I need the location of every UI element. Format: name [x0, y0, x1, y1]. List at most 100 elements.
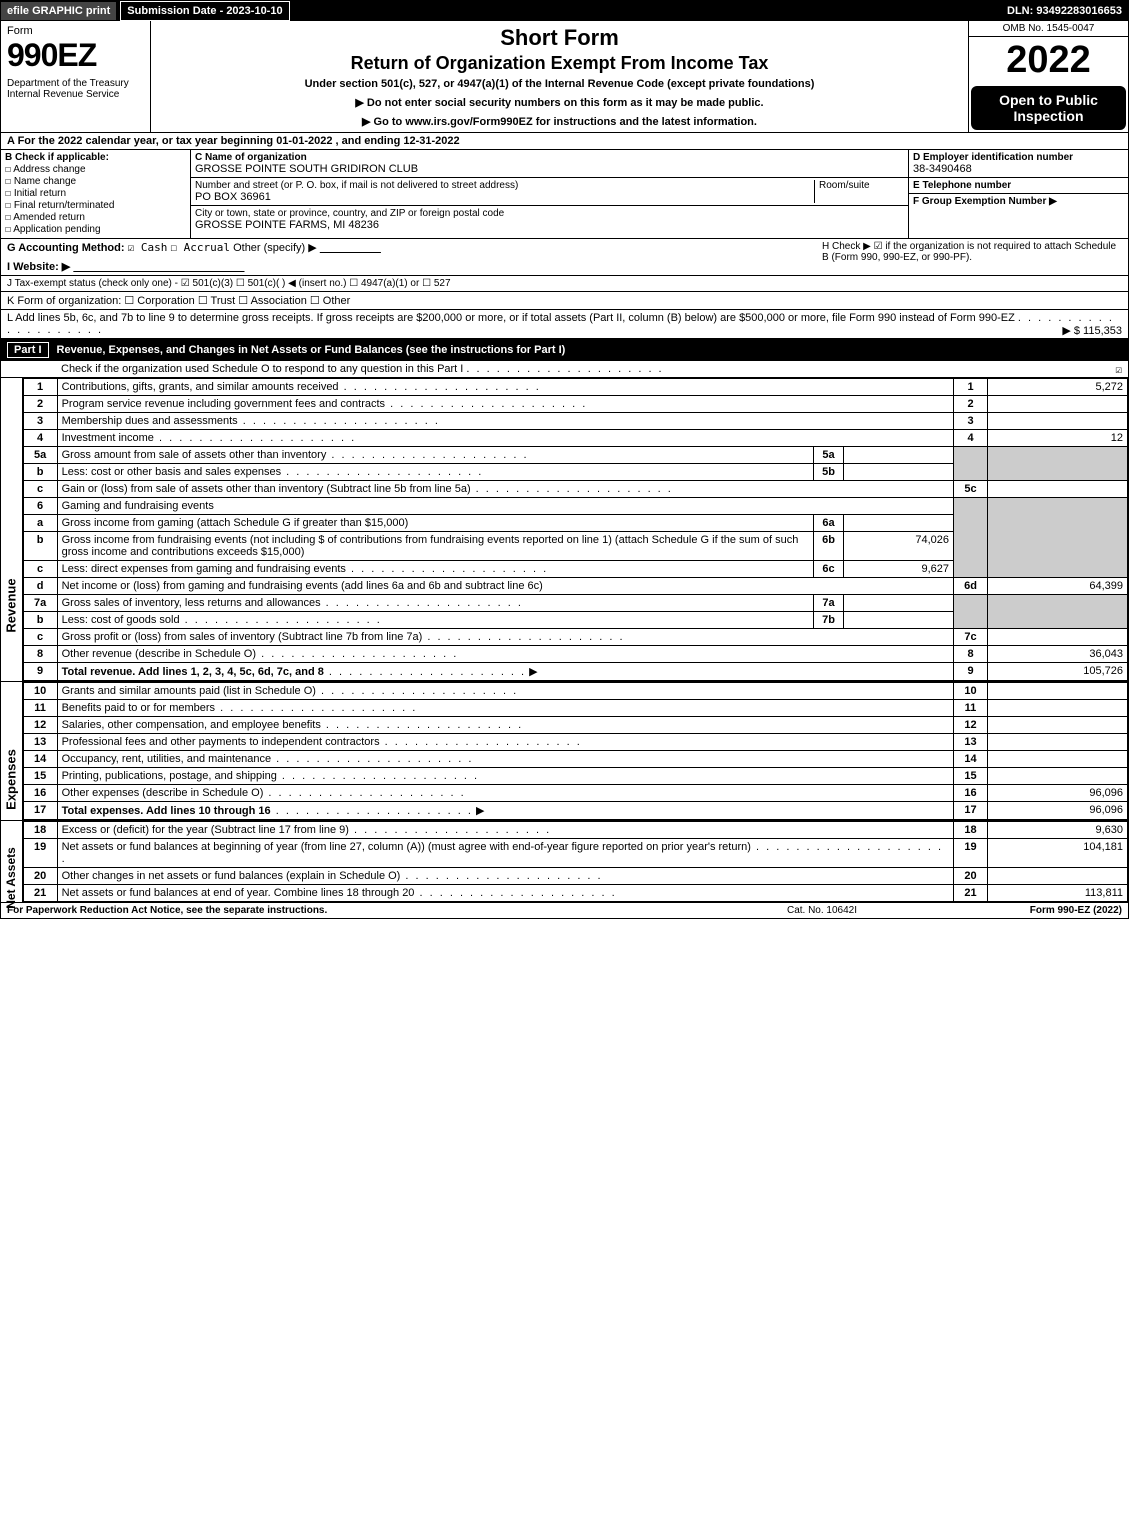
- page-footer: For Paperwork Reduction Act Notice, see …: [1, 902, 1128, 918]
- group-exemption-block: F Group Exemption Number ▶: [909, 194, 1128, 209]
- inner-amt: [844, 464, 954, 481]
- part-1-sub-check[interactable]: ☑: [1115, 363, 1122, 376]
- line-15: 15Printing, publications, postage, and s…: [23, 768, 1127, 785]
- expenses-label: Expenses: [4, 749, 19, 810]
- revenue-table: 1Contributions, gifts, grants, and simil…: [23, 378, 1128, 681]
- inner-box: 6a: [814, 515, 844, 532]
- line-desc: Professional fees and other payments to …: [62, 736, 380, 748]
- row-l: L Add lines 5b, 6c, and 7b to line 9 to …: [1, 310, 1128, 339]
- line-amt: [988, 868, 1128, 885]
- efile-label[interactable]: efile GRAPHIC print: [1, 2, 116, 20]
- row-i-website: I Website: ▶: [7, 261, 70, 273]
- line-box: 15: [954, 768, 988, 785]
- inner-amt: [844, 447, 954, 464]
- line-amt: 96,096: [988, 785, 1128, 802]
- street-block: Number and street (or P. O. box, if mail…: [191, 178, 908, 206]
- submission-date: Submission Date - 2023-10-10: [120, 1, 289, 21]
- line-desc: Net income or (loss) from gaming and fun…: [62, 580, 543, 592]
- line-box: 8: [954, 646, 988, 663]
- ein-value: 38-3490468: [913, 163, 1124, 175]
- line-desc: Less: cost of goods sold: [62, 614, 180, 626]
- netassets-table: 18 Excess or (deficit) for the year (Subt…: [23, 821, 1128, 902]
- open-public-badge: Open to Public Inspection: [971, 86, 1126, 130]
- dept-label: Department of the Treasury Internal Reve…: [7, 78, 144, 100]
- line-5c: cGain or (loss) from sale of assets othe…: [23, 481, 1127, 498]
- line-17: 17Total expenses. Add lines 10 through 1…: [23, 802, 1127, 820]
- tax-year: 2022: [969, 37, 1128, 84]
- chk-amended-return[interactable]: ☐ Amended return: [5, 212, 186, 223]
- chk-label: Name change: [14, 176, 76, 187]
- form-word: Form: [7, 25, 144, 37]
- chk-label: Initial return: [14, 188, 66, 199]
- chk-application-pending[interactable]: ☐ Application pending: [5, 224, 186, 235]
- line-20: 20Other changes in net assets or fund ba…: [23, 868, 1127, 885]
- chk-address-change[interactable]: ☐ Address change: [5, 164, 186, 175]
- line-box: 3: [954, 413, 988, 430]
- chk-cash[interactable]: ☑ Cash: [128, 241, 168, 254]
- instr-2: ▶ Go to www.irs.gov/Form990EZ for instru…: [155, 115, 964, 128]
- ein-block: D Employer identification number 38-3490…: [909, 150, 1128, 178]
- inner-amt: [844, 595, 954, 612]
- topbar-spacer: [290, 8, 1001, 14]
- line-11: 11Benefits paid to or for members11: [23, 700, 1127, 717]
- chk-label: Final return/terminated: [14, 200, 115, 211]
- line-amt: [988, 734, 1128, 751]
- line-box: 16: [954, 785, 988, 802]
- line-amt: 12: [988, 430, 1128, 447]
- line-4: 4Investment income412: [23, 430, 1127, 447]
- phone-label: E Telephone number: [913, 180, 1124, 191]
- line-box: 20: [954, 868, 988, 885]
- line-amt: [988, 683, 1128, 700]
- instr-1: ▶ Do not enter social security numbers o…: [155, 96, 964, 109]
- line-desc: Net assets or fund balances at end of ye…: [62, 887, 415, 899]
- instr-2-text[interactable]: ▶ Go to www.irs.gov/Form990EZ for instru…: [362, 116, 757, 128]
- line-box: 13: [954, 734, 988, 751]
- line-desc: Excess or (deficit) for the year (Subtra…: [62, 824, 349, 836]
- line-amt: [988, 768, 1128, 785]
- footer-form-ref: Form 990-EZ (2022): [922, 905, 1122, 916]
- footer-left: For Paperwork Reduction Act Notice, see …: [7, 905, 722, 916]
- chk-name-change[interactable]: ☐ Name change: [5, 176, 186, 187]
- acct-other[interactable]: Other (specify) ▶: [233, 242, 317, 254]
- inner-box: 6c: [814, 561, 844, 578]
- row-j: J Tax-exempt status (check only one) - ☑…: [1, 276, 1128, 292]
- phone-block: E Telephone number: [909, 178, 1128, 194]
- inner-box: 7b: [814, 612, 844, 629]
- revenue-side-label: Revenue: [1, 378, 23, 681]
- chk-final-return[interactable]: ☐ Final return/terminated: [5, 200, 186, 211]
- top-bar: efile GRAPHIC print Submission Date - 20…: [1, 1, 1128, 21]
- chk-initial-return[interactable]: ☐ Initial return: [5, 188, 186, 199]
- line-desc: Program service revenue including govern…: [62, 398, 385, 410]
- line-19: 19Net assets or fund balances at beginni…: [23, 839, 1127, 868]
- line-desc: Membership dues and assessments: [62, 415, 238, 427]
- line-amt: [988, 413, 1128, 430]
- section-b-to-f: B Check if applicable: ☐ Address change …: [1, 150, 1128, 239]
- row-k: K Form of organization: ☐ Corporation ☐ …: [1, 292, 1128, 310]
- line-desc: Less: direct expenses from gaming and fu…: [62, 563, 346, 575]
- inner-amt: [844, 612, 954, 629]
- col-d-e-f: D Employer identification number 38-3490…: [908, 150, 1128, 238]
- line-9: 9Total revenue. Add lines 1, 2, 3, 4, 5c…: [23, 663, 1127, 681]
- line-7c: cGross profit or (loss) from sales of in…: [23, 629, 1127, 646]
- chk-label: Amended return: [13, 212, 85, 223]
- line-desc: Total revenue. Add lines 1, 2, 3, 4, 5c,…: [62, 666, 324, 678]
- line-box: 18: [954, 822, 988, 839]
- line-box: 7c: [954, 629, 988, 646]
- line-box: 10: [954, 683, 988, 700]
- line-desc: Salaries, other compensation, and employ…: [62, 719, 321, 731]
- chk-accrual[interactable]: ☐ Accrual: [170, 241, 230, 254]
- expenses-table: 10Grants and similar amounts paid (list …: [23, 682, 1128, 820]
- line-3: 3Membership dues and assessments3: [23, 413, 1127, 430]
- line-desc: Gaming and fundraising events: [57, 498, 953, 515]
- netassets-side-label: Net Assets: [1, 821, 23, 902]
- line-desc: Gross income from fundraising events (no…: [62, 534, 799, 558]
- form-number: 990EZ: [7, 37, 144, 74]
- line-amt: 36,043: [988, 646, 1128, 663]
- line-18: 18 Excess or (deficit) for the year (Subt…: [23, 822, 1127, 839]
- line-amt: [988, 396, 1128, 413]
- line-amt: 96,096: [988, 802, 1128, 820]
- line-amt: [988, 629, 1128, 646]
- acct-method-label: G Accounting Method:: [7, 242, 125, 254]
- row-l-text: L Add lines 5b, 6c, and 7b to line 9 to …: [7, 312, 1015, 324]
- title-short-form: Short Form: [155, 25, 964, 51]
